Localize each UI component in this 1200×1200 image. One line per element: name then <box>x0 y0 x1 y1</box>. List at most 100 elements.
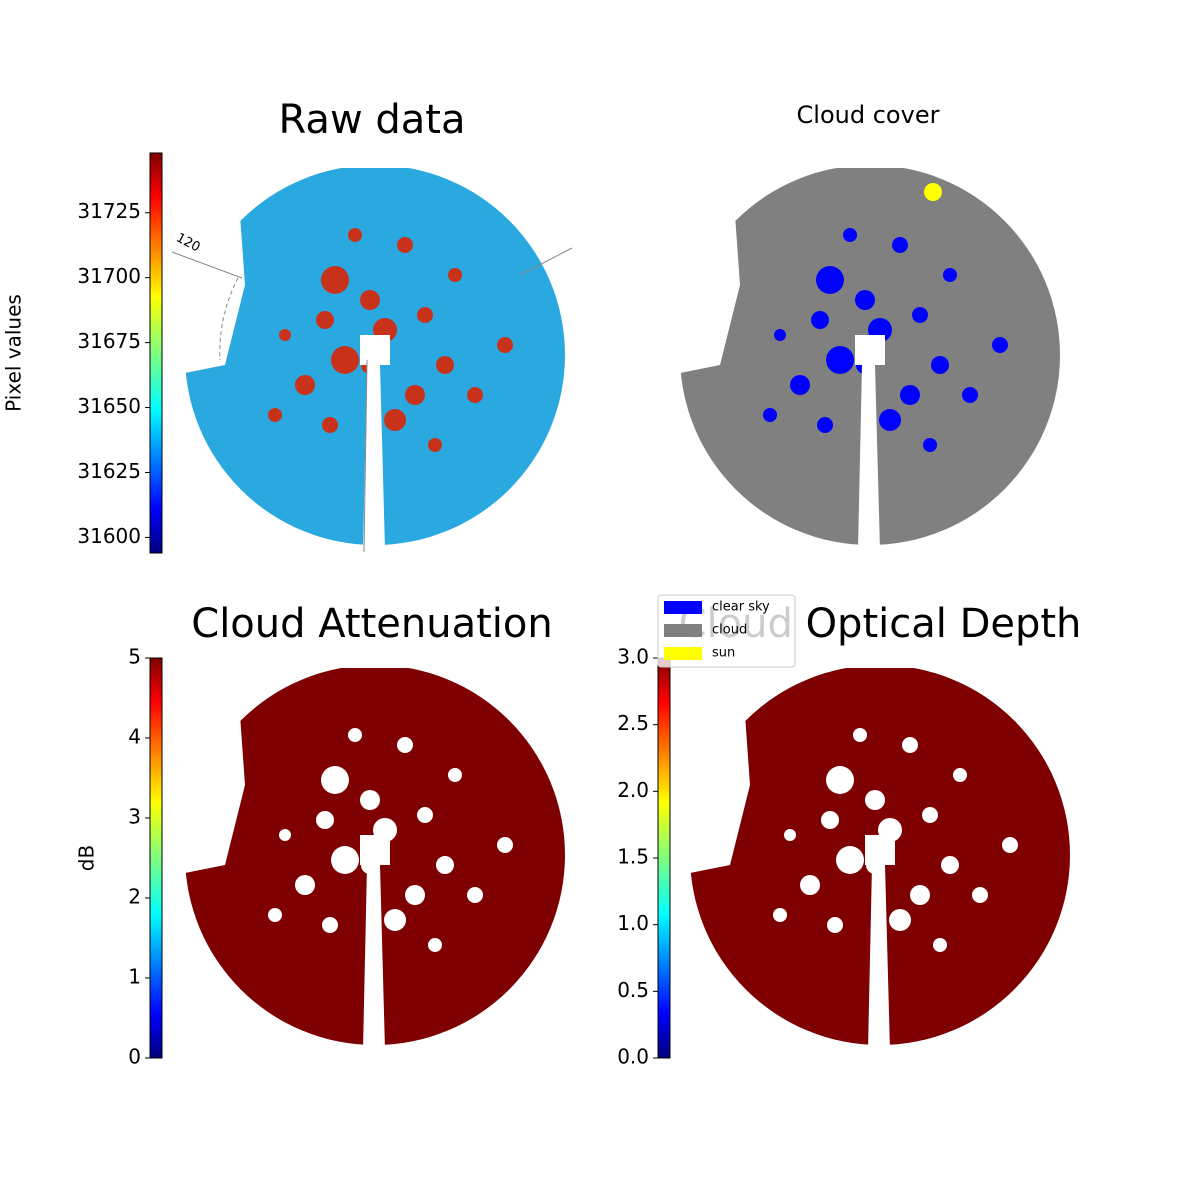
sky-feature <box>879 409 901 431</box>
colorbar-tick-label: 1 <box>128 965 141 989</box>
sky-feature <box>865 790 885 810</box>
sky-feature <box>322 417 338 433</box>
sky-feature <box>922 807 938 823</box>
colorbar-tick-label: 31600 <box>77 524 141 548</box>
colorbar <box>149 152 163 554</box>
sky-feature <box>397 237 413 253</box>
sky-feature <box>773 908 787 922</box>
legend-label: cloud <box>712 623 747 638</box>
sky-feature <box>384 409 406 431</box>
sky-feature <box>316 811 334 829</box>
legend-swatch <box>664 624 702 637</box>
colorbar-label: dB <box>75 845 99 871</box>
sky-feature <box>827 917 843 933</box>
sky-feature <box>800 875 820 895</box>
sky-feature <box>268 408 282 422</box>
colorbar-tick-label: 3 <box>128 805 141 829</box>
colorbar-tick-label: 1.5 <box>617 845 649 869</box>
sky-feature <box>295 375 315 395</box>
sky-feature <box>417 307 433 323</box>
colorbar-tick-label: 3.0 <box>617 645 649 669</box>
colorbar-tick-label: 1.0 <box>617 911 649 935</box>
sky-feature <box>826 766 854 794</box>
panel-title: Cloud Attenuation <box>191 601 552 647</box>
sky-feature <box>941 856 959 874</box>
panel-title: Raw data <box>279 97 466 143</box>
sky-feature <box>321 266 349 294</box>
panel <box>670 155 1070 550</box>
polar-grid <box>171 251 243 279</box>
sky-feature <box>931 356 949 374</box>
legend-label: clear sky <box>712 600 770 615</box>
sky-feature <box>360 790 380 810</box>
sky-feature <box>817 417 833 433</box>
panel: 120 <box>171 155 575 553</box>
colorbar-tick-label: 0 <box>128 1045 141 1069</box>
sky-feature <box>816 266 844 294</box>
colorbar-tick-label: 31700 <box>77 264 141 288</box>
sky-feature <box>279 329 291 341</box>
sky-feature <box>384 909 406 931</box>
mask <box>175 655 575 668</box>
sky-feature <box>279 829 291 841</box>
sky-feature <box>836 846 864 874</box>
colorbar-tick-label: 2.0 <box>617 778 649 802</box>
sky-feature <box>811 311 829 329</box>
sky-feature <box>972 887 988 903</box>
sky-feature <box>933 938 947 952</box>
sky-feature <box>910 885 930 905</box>
colorbar-tick-label: 5 <box>128 645 141 669</box>
colorbar-tick-label: 4 <box>128 725 141 749</box>
colorbar-label: Pixel values <box>2 294 26 412</box>
sky-feature <box>268 908 282 922</box>
sky-feature <box>497 337 513 353</box>
colorbar-tick-label: 2 <box>128 885 141 909</box>
legend-swatch <box>664 647 702 660</box>
sky-feature <box>428 438 442 452</box>
colorbar-tick-label: 0.0 <box>617 1045 649 1069</box>
sky-feature <box>992 337 1008 353</box>
sky-feature <box>405 885 425 905</box>
panel-title: Cloud cover <box>797 101 940 129</box>
colorbar-tick-label: 31725 <box>77 199 141 223</box>
sky-feature <box>821 811 839 829</box>
mask <box>865 835 895 1050</box>
sky-feature <box>448 268 462 282</box>
sky-feature <box>436 856 454 874</box>
sky-feature <box>900 385 920 405</box>
colorbar-tick-label: 31650 <box>77 394 141 418</box>
sky-feature <box>497 837 513 853</box>
sky-feature <box>405 385 425 405</box>
sky-feature <box>902 737 918 753</box>
colorbar-tick-label: 0.5 <box>617 978 649 1002</box>
polar-grid <box>219 277 239 361</box>
sky-feature <box>826 346 854 374</box>
colorbar-tick-label: 2.5 <box>617 711 649 735</box>
mask <box>175 715 245 875</box>
sky-feature <box>790 375 810 395</box>
mask <box>360 335 390 550</box>
sky-feature <box>923 438 937 452</box>
sky-feature <box>331 346 359 374</box>
sky-feature <box>348 728 362 742</box>
legend-label: sun <box>712 646 735 661</box>
sky-feature <box>436 356 454 374</box>
sky-feature <box>448 768 462 782</box>
sky-feature <box>784 829 796 841</box>
sky-feature <box>316 311 334 329</box>
sky-feature <box>843 228 857 242</box>
legend: clear sky cloud sun <box>657 594 796 668</box>
colorbar <box>657 657 671 1059</box>
mask <box>670 155 1070 168</box>
colorbar-tick-label: 31675 <box>77 329 141 353</box>
sky-feature <box>417 807 433 823</box>
sky-feature <box>892 237 908 253</box>
sky-feature <box>428 938 442 952</box>
sky-feature <box>763 408 777 422</box>
sky-feature <box>397 737 413 753</box>
mask <box>175 215 245 375</box>
sky-feature <box>360 290 380 310</box>
mask <box>175 155 575 168</box>
mask <box>680 715 750 875</box>
mask <box>855 335 885 550</box>
